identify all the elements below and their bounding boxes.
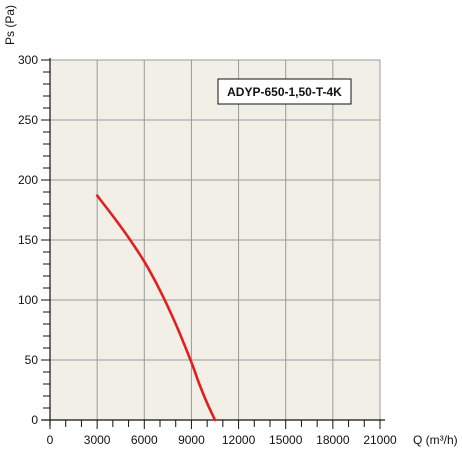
model-label: ADYP-650-1,50-T-4K [227, 85, 342, 99]
x-tick-label: 6000 [131, 433, 158, 447]
x-tick-label: 0 [47, 433, 54, 447]
y-tick-label: 300 [18, 53, 38, 67]
y-tick-label: 200 [18, 173, 38, 187]
x-tick-label: 3000 [84, 433, 111, 447]
x-axis-label: Q (m³/h) [413, 433, 458, 447]
axes [42, 58, 385, 426]
series-layer [95, 194, 217, 422]
grid-lines [50, 59, 381, 420]
y-axis-label: Ps (Pa) [3, 5, 17, 45]
y-tick-label: 150 [18, 233, 38, 247]
y-axis-ticks: 0 50 100 150 200 250 300 [18, 53, 50, 427]
x-tick-label: 12000 [222, 433, 256, 447]
x-tick-label: 15000 [269, 433, 303, 447]
y-tick-label: 0 [31, 413, 38, 427]
x-tick-label: 21000 [363, 433, 397, 447]
x-tick-label: 18000 [316, 433, 350, 447]
model-label-box: ADYP-650-1,50-T-4K [217, 78, 352, 105]
y-tick-label: 50 [25, 353, 39, 367]
x-tick-label: 9000 [178, 433, 205, 447]
y-tick-label: 250 [18, 113, 38, 127]
y-tick-label: 100 [18, 293, 38, 307]
x-axis-ticks: 0 3000 6000 9000 12000 15000 18000 21000 [47, 420, 397, 447]
fan-curve-line [95, 194, 217, 422]
